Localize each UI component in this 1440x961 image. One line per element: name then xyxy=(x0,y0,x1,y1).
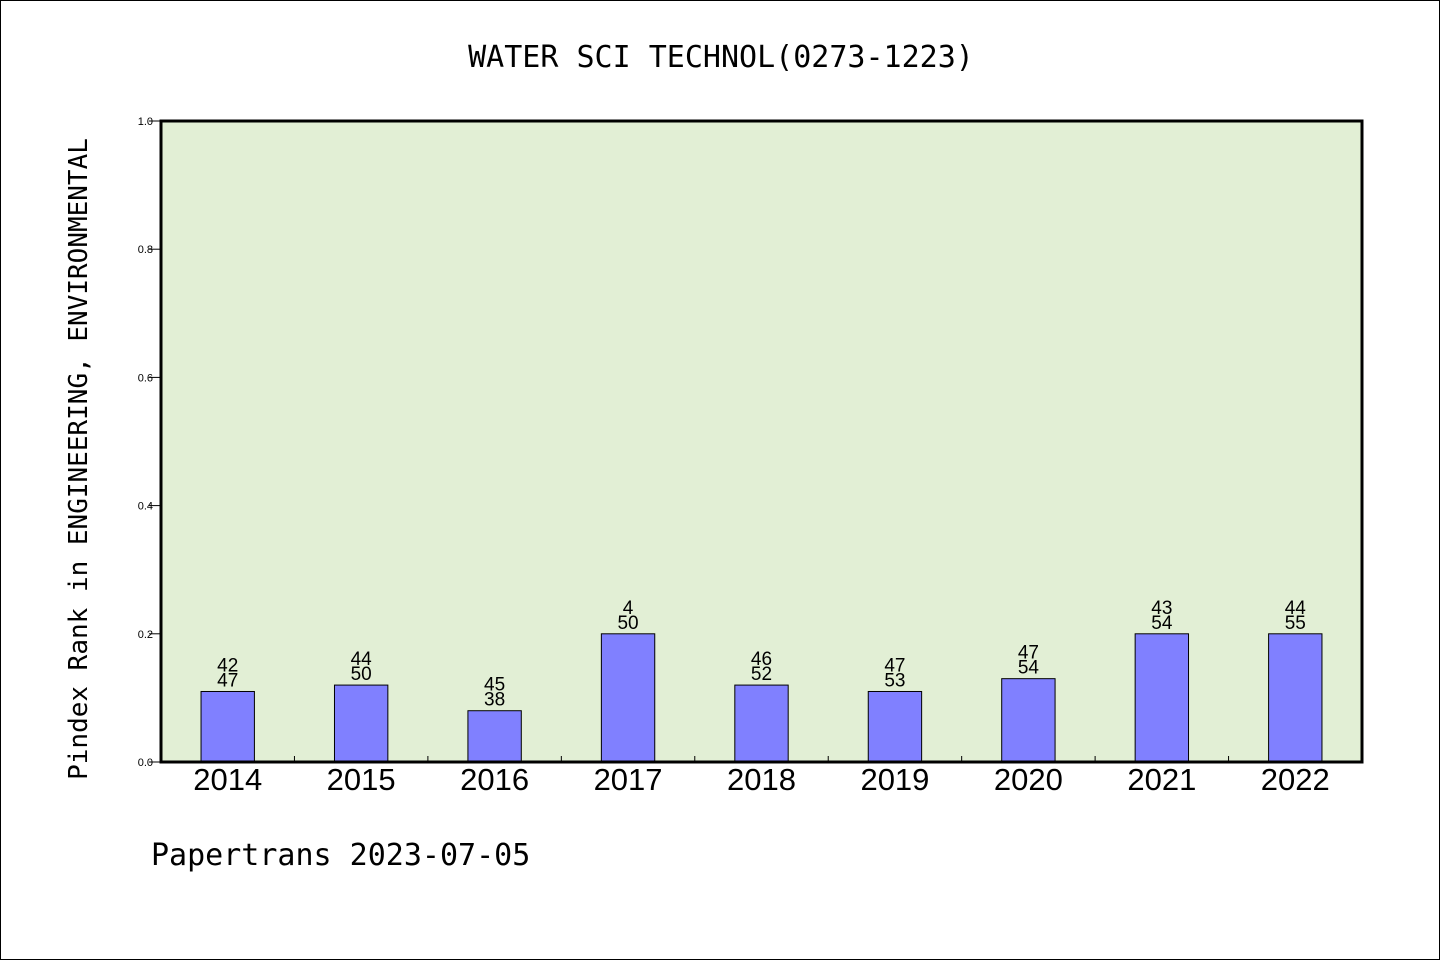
bar xyxy=(600,633,656,763)
x-tick-label: 2019 xyxy=(860,762,929,797)
footer-text: Papertrans 2023-07-05 xyxy=(151,838,530,873)
x-tick-label: 2015 xyxy=(327,762,396,797)
bar-label-top: 44 xyxy=(1285,598,1307,619)
bar-label-bottom: 50 xyxy=(617,613,638,634)
plot-border xyxy=(159,119,1364,764)
bar-label-bottom: 54 xyxy=(1151,613,1173,634)
x-tick-label: 2020 xyxy=(994,762,1063,797)
bar-label-bottom: 54 xyxy=(1018,658,1040,679)
x-axis: 2014 2015 2016 2017 2018 2019 2020 2021 2022 xyxy=(193,756,1330,797)
bar-label-bottom: 38 xyxy=(484,690,505,711)
bar xyxy=(467,710,522,763)
y-tick-label: 0.6 xyxy=(138,372,153,384)
bar-label-top: 45 xyxy=(484,675,505,696)
bar xyxy=(1134,633,1190,763)
bar-label-bottom: 52 xyxy=(751,664,772,685)
bar-label-top: 43 xyxy=(1151,598,1172,619)
bar xyxy=(867,690,923,763)
bar xyxy=(1001,678,1056,763)
bar-label-bottom: 47 xyxy=(217,670,238,691)
y-tick-label: 0.0 xyxy=(138,757,153,769)
bar xyxy=(1268,633,1323,763)
y-tick-label: 1.0 xyxy=(138,116,153,128)
bar-label-top: 44 xyxy=(351,649,373,670)
bar xyxy=(200,690,255,763)
x-tick-label: 2018 xyxy=(727,762,796,797)
x-tick-label: 2016 xyxy=(460,762,529,797)
x-tick-label: 2021 xyxy=(1127,762,1196,797)
bar-label-bottom: 50 xyxy=(351,664,372,685)
x-tick-label: 2017 xyxy=(594,762,663,797)
y-axis: 0.0 0.2 0.4 0.6 0.8 1.0 xyxy=(138,116,161,769)
chart-title: WATER SCI TECHNOL(0273-1223) xyxy=(468,40,974,75)
bar-label-top: 47 xyxy=(884,655,905,676)
y-axis-label: Pindex Rank in ENGINEERING, ENVIRONMENTA… xyxy=(64,138,94,780)
y-tick-label: 0.8 xyxy=(138,244,153,256)
bar-label-top: 46 xyxy=(751,649,772,670)
bar-label-top: 4 xyxy=(623,598,634,619)
bar xyxy=(333,684,389,763)
y-tick-label: 0.4 xyxy=(138,501,153,513)
x-tick-label: 2014 xyxy=(193,762,262,797)
y-tick-label: 0.2 xyxy=(138,629,153,641)
bar-label-top: 42 xyxy=(217,655,238,676)
x-tick-label: 2022 xyxy=(1261,762,1330,797)
bars-group xyxy=(200,633,1323,763)
bar-label-bottom: 53 xyxy=(884,670,905,691)
bar-label-top: 47 xyxy=(1018,643,1039,664)
bar-label-bottom: 55 xyxy=(1285,613,1306,634)
bar xyxy=(734,684,789,763)
